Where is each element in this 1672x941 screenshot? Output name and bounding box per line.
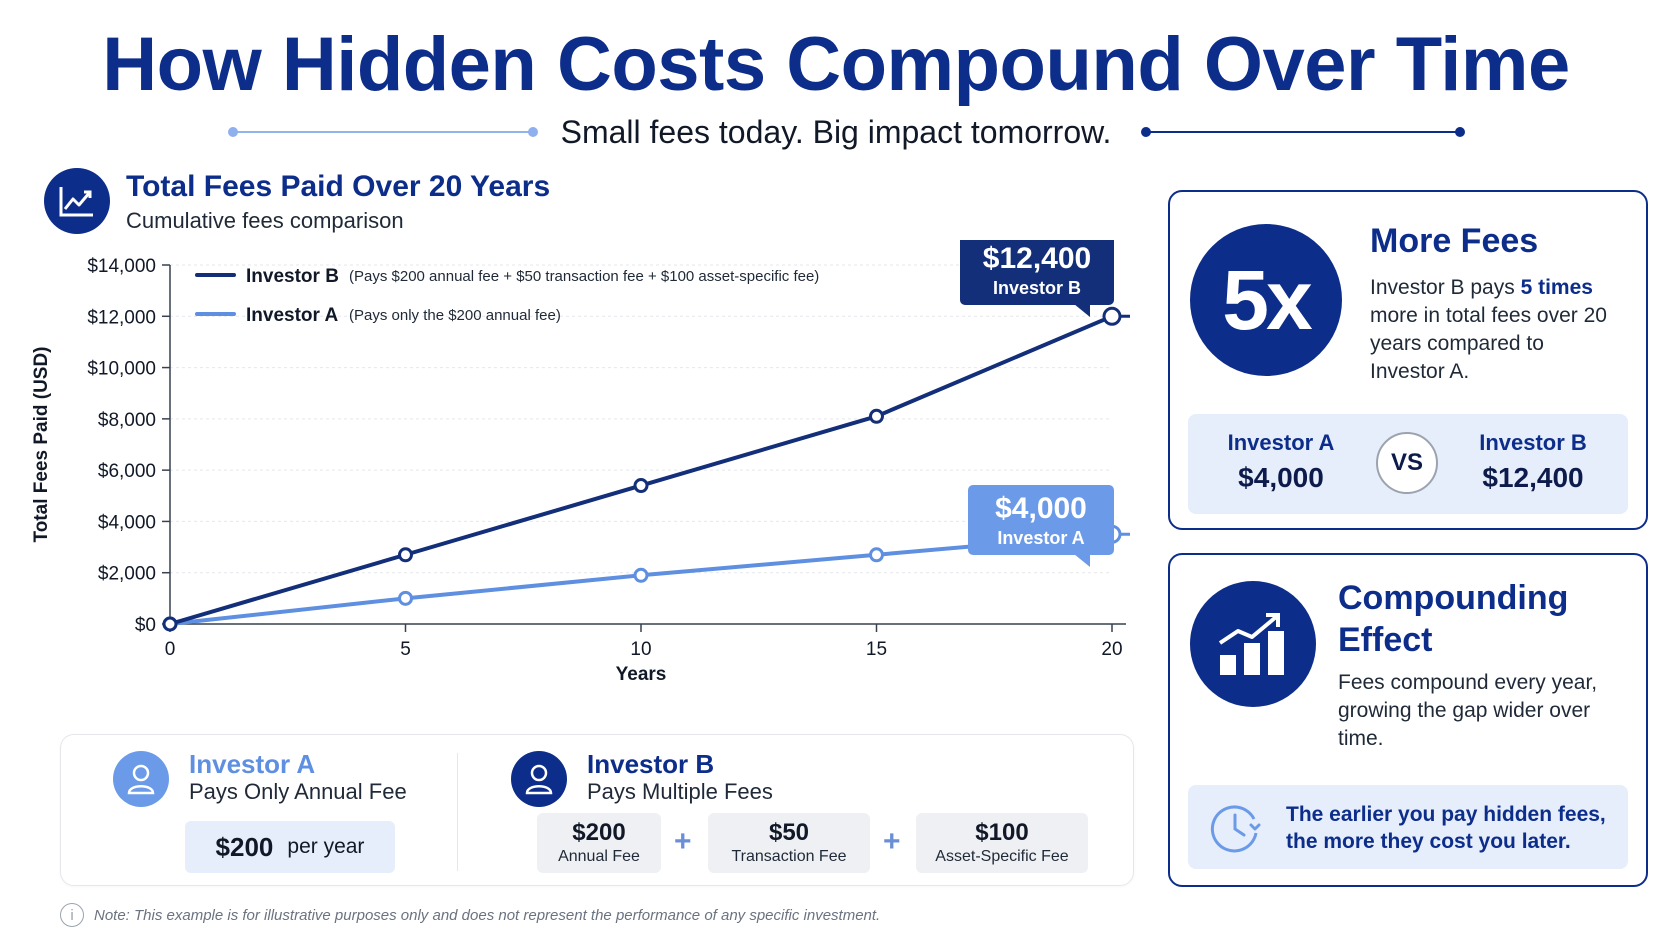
more-fees-body: Investor B pays 5 times more in total fe… [1370,274,1620,386]
x-tick-label: 20 [1101,639,1122,660]
y-axis-label: Total Fees Paid (USD) [31,346,52,542]
y-tick-label: $4,000 [98,512,156,533]
title-line: Compounding [1338,579,1569,617]
x-tick-label: 15 [866,639,887,660]
data-point [398,590,413,606]
fee-period: per year [287,835,365,858]
fee-label: Annual Fee [558,848,640,865]
legend-note: (Pays $200 annual fee + $50 transaction … [349,268,819,285]
vs-name: Investor A [1227,430,1335,455]
callout-value: $12,400 [983,242,1091,275]
line-dot [228,127,238,137]
chart-title: Total Fees Paid Over 20 Years [126,170,551,203]
x-tick-label: 0 [165,639,176,660]
compounding-title: Compounding Effect [1338,577,1568,661]
y-tick-label: $12,000 [87,307,156,328]
tip-text: The earlier you pay hidden fees, the mor… [1286,803,1606,853]
line-dot [1141,127,1151,137]
vs-investor-a: Investor A $4,000 [1206,428,1356,498]
vs-value: $4,000 [1238,462,1324,493]
y-tick-label: $14,000 [87,256,156,277]
data-point [869,547,884,563]
disclaimer-note: i Note: This example is for illustrative… [60,903,880,927]
plus-sign: + [883,825,901,858]
data-point [398,547,413,563]
title-line: Effect [1338,621,1433,659]
vs-comparison-box: Investor A $4,000 VS Investor B $12,400 [1188,414,1628,514]
fee-amount: $200 [215,831,274,862]
legend-note: (Pays only the $200 annual fee) [349,307,561,324]
user-icon [511,751,567,807]
investor-a-fee-chip: $200 per year [185,821,395,873]
subtitle-line-right [1141,127,1465,137]
line-dot [528,127,538,137]
page-subtitle: Small fees today. Big impact tomorrow. [560,114,1112,150]
data-point [633,478,649,494]
more-fees-card: 5x More Fees Investor B pays 5 times mor… [1168,190,1648,530]
investor-b-name: Investor B [587,749,715,779]
fee-amount: $100 [975,819,1029,846]
tip-box: The earlier you pay hidden fees, the mor… [1188,785,1628,869]
callout-pointer [1074,554,1090,567]
note-text: Note: This example is for illustrative p… [94,906,881,924]
callout-box [968,485,1114,555]
divider [457,753,458,871]
callout-box [960,240,1114,305]
data-point [633,567,649,583]
chart-subtitle: Cumulative fees comparison [126,208,404,233]
callout-label: Investor B [993,278,1081,298]
line-chart-icon [44,168,110,234]
fees-line-chart: $0 $2,000 $4,000 $6,000 $8,000 $10,000 $12,000… [31,240,1130,685]
y-tick-label: $6,000 [98,461,156,482]
line-dot [1455,127,1465,137]
callout-label: Investor A [997,528,1084,548]
body-text: Investor B pays [1370,276,1521,299]
subtitle-line-left [228,127,538,137]
clock-icon [1206,799,1264,857]
compounding-body: Fees compound every year, growing the ga… [1338,671,1598,750]
more-fees-title: More Fees [1370,222,1539,260]
info-icon: i [60,903,84,927]
bar-chart-growth-icon [1190,581,1316,707]
investor-info-card: Investor A Pays Only Annual Fee $200 per… [60,734,1134,886]
fee-amount: $50 [768,819,810,846]
fee-amount: $200 [572,819,626,846]
body-highlight: 5 times [1520,276,1593,299]
fee-chip-annual: $200 Annual Fee [537,813,661,873]
plus-sign: + [674,825,692,858]
fee-chip-transaction: $50 Transaction Fee [708,813,870,873]
data-point [1102,306,1122,326]
x-axis-label: Years [616,664,667,685]
legend-label: Investor B [246,266,339,287]
page-title: How Hidden Costs Compound Over Time [102,22,1570,107]
callout-pointer [1074,304,1090,317]
vs-badge: VS [1376,432,1438,494]
y-tick-label: $0 [135,615,156,636]
fee-chip-asset-specific: $100 Asset-Specific Fee [916,813,1088,873]
x-tick-label: 10 [630,639,651,660]
investor-a-desc: Pays Only Annual Fee [189,779,407,804]
callout-value: $4,000 [995,492,1087,525]
data-point [162,616,178,632]
y-tick-label: $2,000 [98,564,156,585]
fee-label: Asset-Specific Fee [935,848,1069,865]
fee-label: Transaction Fee [731,848,847,865]
subtitle-row: Small fees today. Big impact tomorrow. [0,112,1672,152]
y-tick-label: $10,000 [87,359,156,380]
investor-b-desc: Pays Multiple Fees [587,779,773,804]
legend-label: Investor A [246,305,338,326]
vs-value: $12,400 [1482,462,1584,493]
body-text: more in total fees over 20 years compare… [1370,304,1607,383]
investor-a-name: Investor A [189,749,316,779]
user-icon [113,751,169,807]
data-point [869,408,884,424]
multiplier-badge: 5x [1190,224,1342,376]
y-tick-label: $8,000 [98,410,156,431]
vs-name: Investor B [1479,430,1587,455]
compounding-card: Compounding Effect Fees compound every y… [1168,553,1648,887]
x-tick-label: 5 [400,639,411,660]
vs-investor-b: Investor B $12,400 [1458,428,1608,498]
